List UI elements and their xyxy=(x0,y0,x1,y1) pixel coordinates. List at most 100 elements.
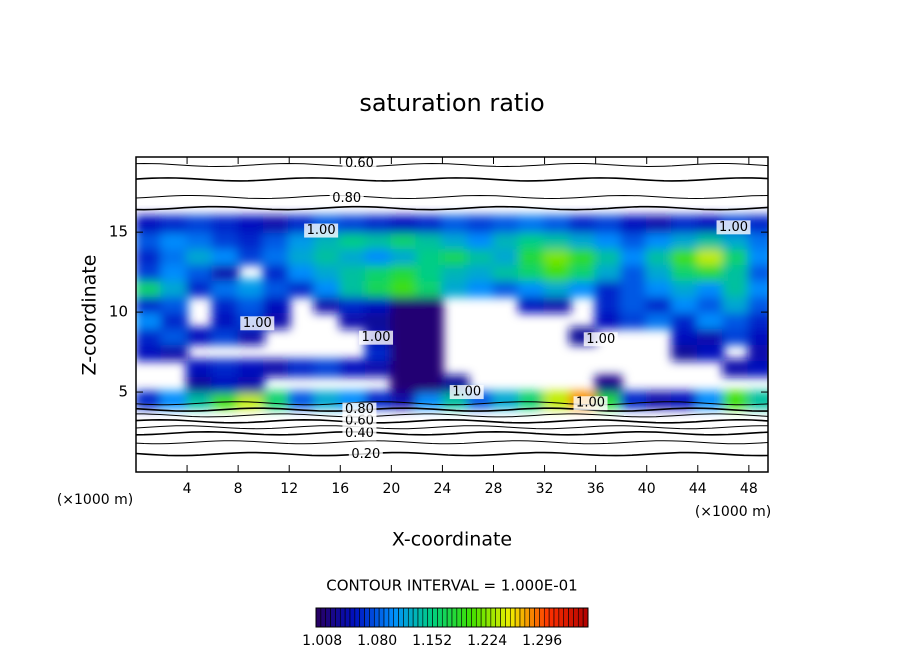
field-cell xyxy=(237,327,265,346)
field-cell xyxy=(518,295,546,314)
field-cell xyxy=(160,231,189,250)
field-cell xyxy=(262,231,291,250)
colorbar-strip xyxy=(509,607,516,628)
contour-label: 1.00 xyxy=(452,385,481,400)
overlay: 0.200.400.600.800.600.801.001.001.00 1.00… xyxy=(109,156,769,649)
colorbar-tick-label: 1.080 xyxy=(357,633,397,649)
field-cell xyxy=(288,263,316,282)
colorbar-tick-label: 1.152 xyxy=(412,633,452,649)
field-cell xyxy=(722,359,750,378)
field-cell xyxy=(364,311,393,330)
field-cell xyxy=(492,231,521,250)
field-cell xyxy=(339,279,367,298)
field-cell xyxy=(466,247,495,266)
field-cell xyxy=(186,375,214,394)
contour-label: 1.00 xyxy=(576,396,605,411)
colorbar-strip xyxy=(495,607,501,628)
field-cell xyxy=(722,295,750,314)
colorbar-strip xyxy=(412,607,419,628)
field-cell xyxy=(671,247,699,266)
field-cell xyxy=(722,263,750,282)
field-cell xyxy=(339,263,367,282)
field-cell xyxy=(696,343,725,362)
colorbar-strip xyxy=(369,607,375,628)
colorbar-strip xyxy=(529,607,535,628)
field-cell xyxy=(211,327,240,346)
field-cell xyxy=(671,311,699,330)
colorbar-strip xyxy=(471,607,477,628)
field-cell xyxy=(620,391,648,410)
field-cell xyxy=(160,263,189,282)
field-cell xyxy=(543,247,572,266)
contour-label-bg xyxy=(240,316,275,331)
field-cell xyxy=(211,279,240,298)
colorbar-strip xyxy=(335,607,341,628)
field-cell xyxy=(415,263,444,282)
contour-line xyxy=(136,425,768,430)
colorbar-strip xyxy=(500,607,506,628)
colorbar-strip xyxy=(354,607,361,628)
field-cell xyxy=(390,359,418,378)
colorbar-strip xyxy=(490,607,497,628)
x-unit-label: (×1000 m) xyxy=(57,492,133,508)
field-cell xyxy=(390,231,418,250)
field-cell xyxy=(492,279,521,298)
field-cell xyxy=(364,247,393,266)
field-cell xyxy=(313,247,342,266)
colorbar-strip xyxy=(553,607,560,628)
x-tick-label: 20 xyxy=(382,481,400,497)
contour-label-bg xyxy=(716,220,751,235)
x-tick-label: 40 xyxy=(638,481,656,497)
field-cell xyxy=(671,279,699,298)
colorbar-strip xyxy=(398,607,404,628)
contour-label: 1.00 xyxy=(586,332,615,347)
field-cell xyxy=(594,295,623,314)
field-cell xyxy=(645,279,674,298)
field-cell xyxy=(364,359,393,378)
field-cell xyxy=(747,263,768,282)
x-unit-label: (×1000 m) xyxy=(695,504,771,520)
field-cell xyxy=(747,359,768,378)
field-cell xyxy=(160,247,189,266)
x-tick-label: 4 xyxy=(183,481,192,497)
field-cell xyxy=(415,327,444,346)
field-cell xyxy=(262,215,291,234)
field-cell xyxy=(492,391,521,410)
colorbar-strip xyxy=(563,607,569,628)
field-cell xyxy=(569,263,597,282)
field-cell xyxy=(696,231,725,250)
colorbar-strip xyxy=(373,607,380,628)
field-cell xyxy=(262,279,291,298)
field-cell xyxy=(211,231,240,250)
field-cell xyxy=(747,231,768,250)
field-cell xyxy=(696,311,725,330)
field-cell xyxy=(160,215,189,234)
colorbar-strip xyxy=(534,607,540,628)
field-cell xyxy=(390,279,418,298)
field-cell xyxy=(262,295,291,314)
field-cell xyxy=(722,327,750,346)
colorbar-strip xyxy=(407,607,414,628)
field-cell xyxy=(543,263,572,282)
colorbar-strip xyxy=(485,607,492,628)
field-cell xyxy=(313,263,342,282)
field-cell xyxy=(339,359,367,378)
field-cell xyxy=(747,295,768,314)
field-cell xyxy=(696,391,725,410)
x-tick-label: 16 xyxy=(331,481,349,497)
field-cell xyxy=(288,391,316,410)
field-cell xyxy=(466,279,495,298)
colorbar-strip xyxy=(349,607,356,628)
field-cell xyxy=(390,263,418,282)
field-cell xyxy=(364,231,393,250)
contour-line xyxy=(136,440,768,445)
field-cell xyxy=(543,215,572,234)
field-cell xyxy=(136,391,163,410)
contour-label: 1.00 xyxy=(243,316,272,331)
field-cell xyxy=(237,279,265,298)
field-cell xyxy=(543,391,572,410)
field-cell xyxy=(671,327,699,346)
field-cell xyxy=(364,279,393,298)
contour-label-bg xyxy=(359,330,394,345)
field-cell xyxy=(339,311,367,330)
